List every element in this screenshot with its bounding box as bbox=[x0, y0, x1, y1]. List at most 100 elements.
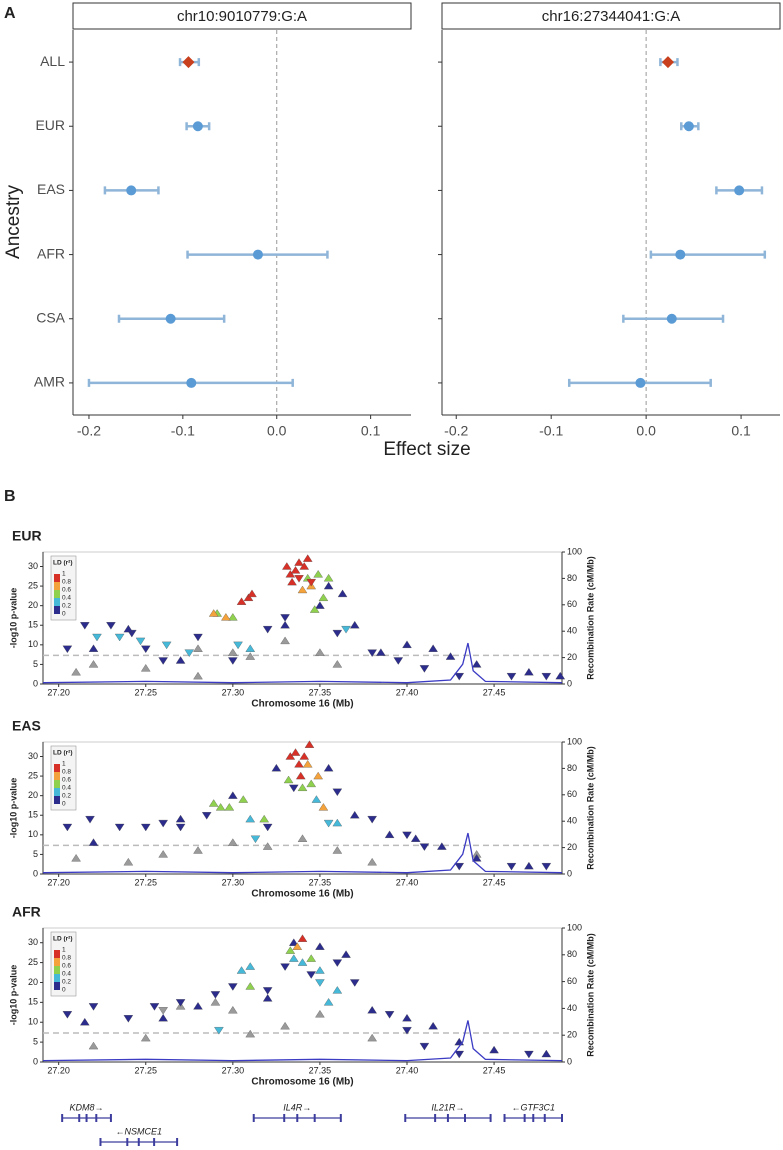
snp-point bbox=[332, 986, 343, 994]
y-tick-label: 5 bbox=[33, 1036, 38, 1046]
snp-point bbox=[224, 803, 235, 811]
point bbox=[675, 249, 686, 260]
y-tick-label: 20 bbox=[28, 790, 38, 800]
x-tick-label: 27.20 bbox=[47, 1065, 70, 1075]
x-tick-label: 0.0 bbox=[267, 423, 287, 439]
snp-point bbox=[228, 657, 238, 665]
snp-point bbox=[85, 816, 95, 824]
x-tick-label: 27.45 bbox=[483, 877, 506, 887]
legend-label: 0.6 bbox=[62, 963, 71, 970]
point bbox=[192, 121, 203, 132]
legend-label: 0 bbox=[62, 801, 66, 808]
legend-swatch bbox=[54, 574, 60, 582]
y-tick-label: 30 bbox=[28, 561, 38, 571]
snp-point bbox=[114, 823, 125, 832]
snp-point bbox=[332, 660, 343, 668]
snp-point bbox=[332, 846, 343, 854]
point bbox=[252, 249, 263, 260]
y2-tick-label: 100 bbox=[567, 546, 582, 556]
y-tick-label: 15 bbox=[28, 620, 38, 630]
legend-swatch bbox=[54, 764, 60, 772]
x-tick-label: 27.20 bbox=[47, 877, 70, 887]
snp-point bbox=[88, 838, 99, 846]
snp-point bbox=[228, 1006, 238, 1014]
snp-point bbox=[175, 999, 186, 1007]
y2-tick-label: 20 bbox=[567, 1030, 577, 1040]
snp-point bbox=[245, 644, 256, 652]
legend-label: 0.2 bbox=[62, 793, 71, 800]
snp-point bbox=[123, 857, 134, 866]
snp-point bbox=[184, 649, 195, 657]
snp-point bbox=[402, 831, 412, 840]
gene-label: KDM8→ bbox=[70, 1102, 104, 1112]
snp-point bbox=[123, 624, 134, 633]
x-tick-label: 27.30 bbox=[222, 877, 245, 887]
snp-point bbox=[295, 771, 306, 780]
snp-point bbox=[140, 1033, 151, 1042]
point bbox=[635, 377, 646, 388]
snp-point bbox=[541, 863, 552, 871]
x-tick-label: 27.20 bbox=[47, 687, 70, 697]
snp-point bbox=[402, 1013, 412, 1022]
y-tick-label: ALL bbox=[40, 53, 65, 69]
y-tick-label: 30 bbox=[28, 937, 38, 947]
snp-point bbox=[297, 783, 308, 791]
snp-point bbox=[285, 752, 296, 760]
snp-point bbox=[541, 673, 552, 681]
snp-point bbox=[140, 645, 151, 654]
legend-label: 0.8 bbox=[62, 769, 71, 776]
snp-point bbox=[280, 614, 290, 622]
x-tick-label: -0.2 bbox=[444, 423, 468, 439]
legend-swatch bbox=[54, 974, 60, 982]
snp-point bbox=[106, 622, 116, 630]
snp-point bbox=[287, 577, 297, 586]
strip-title: chr16:27344041:G:A bbox=[542, 8, 680, 25]
snp-point bbox=[454, 1050, 465, 1059]
snp-point bbox=[62, 645, 73, 654]
x-tick-label: 27.25 bbox=[134, 877, 157, 887]
snp-point bbox=[228, 838, 238, 846]
snp-point bbox=[228, 613, 238, 621]
legend-label: 0 bbox=[62, 987, 66, 994]
snp-point bbox=[341, 950, 351, 958]
gene-label: IL21R→ bbox=[431, 1102, 464, 1112]
snp-point bbox=[158, 657, 168, 665]
snp-point bbox=[445, 652, 456, 660]
snp-point bbox=[92, 633, 102, 642]
snp-point bbox=[245, 814, 256, 823]
x-tick-label: 27.30 bbox=[222, 1065, 245, 1075]
snp-point bbox=[315, 601, 325, 609]
snp-point bbox=[384, 830, 395, 838]
snp-point bbox=[210, 991, 221, 999]
snp-point bbox=[201, 812, 212, 820]
snp-point bbox=[367, 1006, 377, 1014]
snp-point bbox=[410, 834, 421, 842]
point bbox=[186, 377, 197, 388]
snp-point bbox=[294, 558, 304, 566]
gene-label: IL4R→ bbox=[283, 1102, 311, 1112]
snp-point bbox=[323, 763, 334, 772]
snp-point bbox=[158, 819, 168, 828]
point bbox=[734, 185, 745, 196]
snp-point bbox=[304, 740, 315, 748]
y-tick-label: AFR bbox=[37, 245, 65, 261]
snp-point bbox=[245, 962, 256, 970]
snp-point bbox=[280, 1021, 290, 1030]
x-tick-label: 0.1 bbox=[731, 423, 751, 439]
snp-point bbox=[419, 843, 430, 851]
snp-point bbox=[306, 579, 316, 587]
y-tick-label: 25 bbox=[28, 580, 38, 590]
snp-point bbox=[471, 854, 482, 862]
snp-point bbox=[262, 626, 273, 634]
legend-label: 0.6 bbox=[62, 777, 71, 784]
snp-point bbox=[62, 823, 73, 832]
point bbox=[683, 121, 694, 132]
snp-point bbox=[233, 641, 243, 650]
x-tick-label: 27.35 bbox=[309, 877, 332, 887]
y-tick-label: 10 bbox=[28, 829, 38, 839]
recombination-line bbox=[42, 1020, 563, 1062]
strip-title: chr10:9010779:G:A bbox=[177, 8, 307, 25]
y2-tick-label: 0 bbox=[567, 868, 572, 878]
legend-label: 0.4 bbox=[62, 785, 71, 792]
y2-tick-label: 40 bbox=[567, 816, 577, 826]
